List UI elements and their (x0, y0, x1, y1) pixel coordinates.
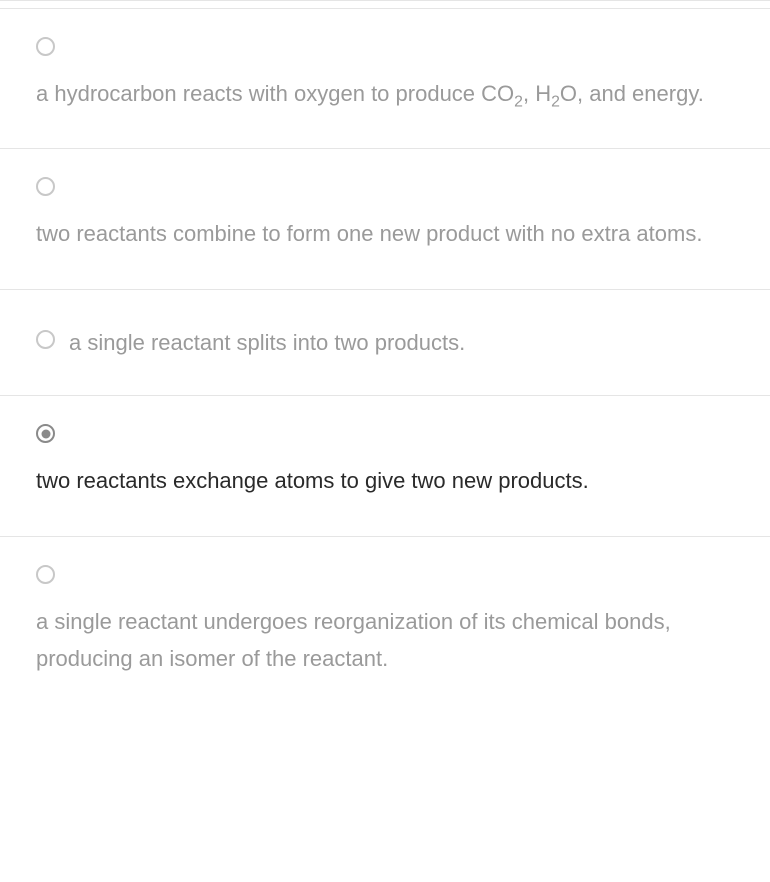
radio-button[interactable] (36, 565, 55, 589)
radio-button[interactable] (36, 424, 55, 448)
radio-unselected-icon (36, 565, 55, 584)
option-row[interactable]: two reactants combine to form one new pr… (0, 148, 770, 288)
radio-button[interactable] (36, 177, 55, 201)
option-row[interactable]: a single reactant undergoes reorganizati… (0, 536, 770, 714)
radio-button[interactable] (36, 37, 55, 61)
radio-selected-icon (36, 424, 55, 443)
option-text: two reactants combine to form one new pr… (36, 215, 734, 252)
option-text: a hydrocarbon reacts with oxygen to prod… (36, 75, 734, 112)
option-text: a single reactant undergoes reorganizati… (36, 603, 734, 678)
options-list: a hydrocarbon reacts with oxygen to prod… (0, 8, 770, 713)
option-text: two reactants exchange atoms to give two… (36, 462, 734, 499)
radio-button[interactable] (36, 330, 55, 354)
option-row[interactable]: a single reactant splits into two produc… (0, 289, 770, 395)
radio-unselected-icon (36, 330, 55, 349)
option-text: a single reactant splits into two produc… (69, 330, 465, 355)
top-divider (0, 0, 770, 8)
option-row[interactable]: a hydrocarbon reacts with oxygen to prod… (0, 8, 770, 148)
option-row[interactable]: two reactants exchange atoms to give two… (0, 395, 770, 535)
radio-unselected-icon (36, 177, 55, 196)
radio-unselected-icon (36, 37, 55, 56)
